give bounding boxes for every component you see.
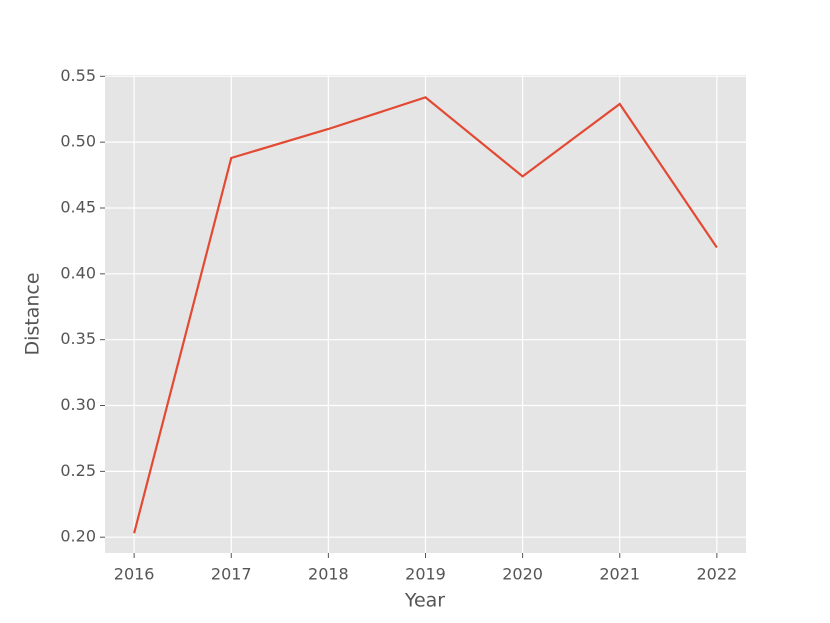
x-tick-label: 2018 bbox=[308, 565, 349, 584]
x-tick-label: 2021 bbox=[599, 565, 640, 584]
y-tick-label: 0.30 bbox=[60, 395, 96, 414]
y-tick-label: 0.50 bbox=[60, 132, 96, 151]
y-tick-label: 0.25 bbox=[60, 461, 96, 480]
x-tick-label: 2022 bbox=[697, 565, 738, 584]
line bbox=[133, 96, 718, 534]
y-tick-label: 0.20 bbox=[60, 527, 96, 546]
y-tick-label: 0.55 bbox=[60, 66, 96, 85]
y-axis-label: Distance bbox=[22, 272, 44, 355]
y-tick-label: 0.40 bbox=[60, 263, 96, 282]
y-tick-label: 0.35 bbox=[60, 329, 96, 348]
x-tick-label: 2020 bbox=[502, 565, 543, 584]
x-tick-label: 2016 bbox=[114, 565, 155, 584]
x-axis-label: Year bbox=[404, 590, 445, 612]
y-tick-label: 0.45 bbox=[60, 197, 96, 216]
x-tick-label: 2019 bbox=[405, 565, 446, 584]
x-tick-label: 2017 bbox=[211, 565, 252, 584]
